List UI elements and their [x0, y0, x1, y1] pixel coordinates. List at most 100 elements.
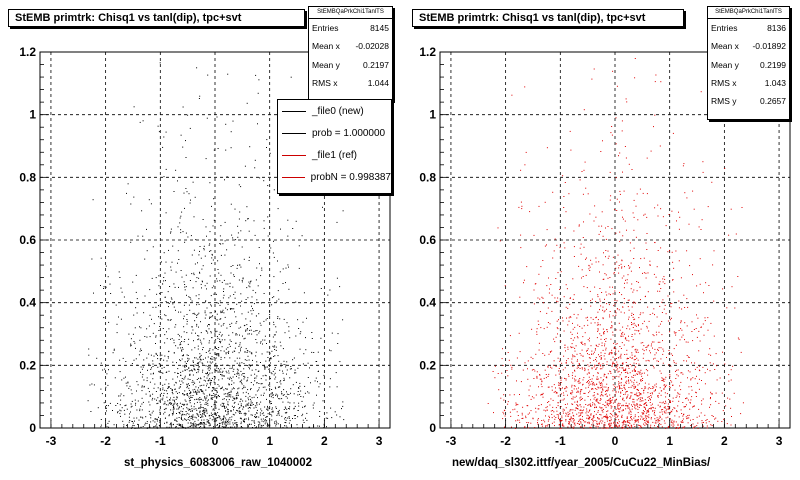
left-scatter-point	[227, 410, 229, 412]
left-scatter-point	[196, 413, 198, 414]
left-scatter-point	[186, 383, 188, 385]
right-scatter-point	[538, 408, 540, 410]
right-scatter-point	[602, 349, 604, 351]
left-scatter-point	[202, 390, 204, 392]
right-scatter-point	[612, 427, 613, 429]
right-scatter-point	[548, 419, 550, 421]
left-scatter-point	[210, 362, 212, 364]
right-scatter-point	[560, 388, 562, 390]
right-scatter-point	[670, 402, 671, 403]
right-scatter-point	[631, 357, 633, 359]
right-scatter-point	[667, 320, 669, 322]
right-scatter-point	[599, 395, 601, 397]
left-scatter-point	[164, 411, 166, 413]
right-scatter-point	[620, 407, 621, 409]
left-scatter-point	[155, 343, 156, 344]
right-scatter-point	[516, 380, 517, 382]
right-scatter-point	[565, 415, 567, 417]
right-scatter-point	[638, 404, 640, 406]
right-scatter-point	[631, 346, 633, 348]
left-scatter-point	[244, 337, 246, 339]
left-scatter-point	[179, 406, 181, 408]
left-scatter-point	[119, 277, 121, 278]
left-scatter-point	[302, 419, 304, 421]
right-scatter-point	[615, 416, 617, 418]
left-scatter-point	[233, 308, 235, 310]
left-scatter-point	[176, 417, 178, 419]
right-scatter-point	[733, 392, 735, 394]
right-scatter-point	[621, 416, 622, 418]
left-scatter-point	[208, 422, 210, 424]
left-scatter-point	[203, 384, 205, 386]
right-scatter-point	[623, 275, 625, 277]
right-scatter-point	[587, 404, 589, 406]
right-scatter-point	[487, 403, 489, 404]
left-scatter-point	[251, 305, 252, 307]
right-scatter-point	[546, 244, 547, 246]
right-scatter-point	[561, 417, 563, 419]
right-scatter-point	[658, 331, 660, 333]
right-scatter-point	[572, 391, 574, 393]
left-scatter-point	[229, 365, 231, 367]
left-scatter-point	[198, 366, 200, 368]
right-scatter-point	[622, 420, 624, 422]
right-stats-label: Mean y	[711, 59, 739, 70]
right-scatter-point	[607, 257, 609, 259]
right-scatter-point	[616, 365, 618, 367]
left-scatter-point	[227, 423, 229, 425]
left-scatter-point	[281, 415, 283, 417]
right-scatter-point	[731, 286, 733, 288]
left-scatter-point	[181, 414, 183, 416]
right-scatter-point	[694, 425, 696, 427]
right-scatter-point	[675, 428, 677, 429]
legend-line-red	[282, 154, 306, 156]
right-scatter-point	[643, 320, 645, 322]
right-scatter-point	[583, 406, 585, 408]
right-scatter-point	[620, 392, 622, 394]
left-scatter-point	[303, 292, 305, 294]
right-scatter-point	[594, 396, 596, 398]
left-scatter-point	[234, 297, 236, 299]
left-scatter-point	[170, 422, 171, 424]
left-scatter-point	[209, 324, 210, 326]
left-scatter-point	[204, 410, 206, 412]
right-scatter-point	[569, 297, 571, 299]
right-scatter-point	[600, 231, 601, 233]
left-scatter-point	[225, 410, 227, 412]
right-scatter-point	[514, 408, 516, 410]
right-scatter-point	[730, 407, 732, 409]
right-scatter-point	[642, 400, 644, 402]
left-scatter-point	[286, 373, 287, 375]
right-scatter-point	[668, 399, 670, 400]
left-scatter-point	[200, 354, 202, 356]
left-x-tick-label: 3	[376, 434, 383, 448]
left-scatter-point	[236, 409, 238, 411]
left-scatter-point	[262, 427, 264, 429]
right-scatter-point	[605, 401, 607, 403]
right-scatter-point	[499, 240, 501, 242]
left-scatter-point	[172, 245, 174, 247]
left-scatter-point	[190, 395, 192, 397]
right-scatter-point	[572, 398, 574, 400]
left-scatter-point	[211, 406, 213, 408]
left-scatter-point	[207, 404, 209, 406]
left-scatter-point	[192, 181, 194, 183]
right-scatter-point	[597, 345, 599, 347]
right-scatter-point	[669, 400, 671, 402]
right-scatter-point	[617, 405, 618, 407]
left-scatter-point	[190, 199, 191, 201]
right-scatter-point	[657, 421, 659, 423]
right-scatter-point	[591, 78, 593, 80]
right-scatter-point	[661, 426, 663, 428]
right-scatter-point	[546, 147, 548, 149]
right-scatter-point	[696, 336, 698, 338]
left-scatter-point	[258, 332, 260, 334]
right-scatter-point	[615, 232, 617, 234]
right-scatter-point	[651, 396, 652, 398]
left-scatter-point	[245, 391, 247, 393]
right-scatter-point	[645, 360, 647, 362]
left-scatter-point	[271, 419, 273, 421]
right-scatter-point	[574, 370, 576, 372]
right-scatter-point	[701, 422, 703, 424]
right-scatter-point	[563, 355, 565, 357]
